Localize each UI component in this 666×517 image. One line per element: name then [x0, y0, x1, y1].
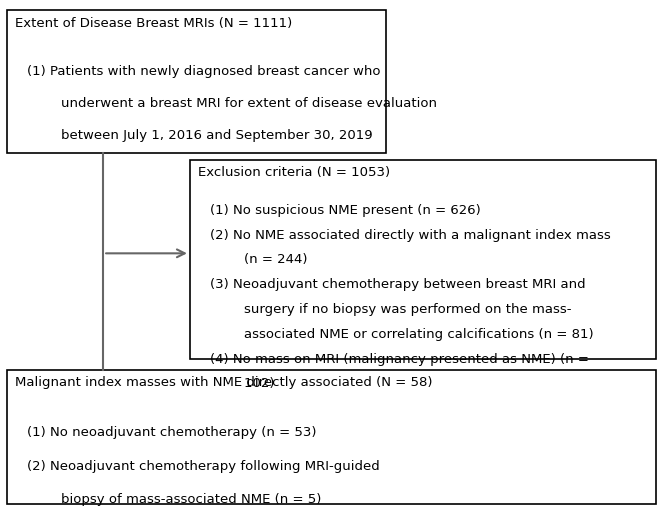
Bar [7, 10, 386, 153]
Text: surgery if no biopsy was performed on the mass-: surgery if no biopsy was performed on th… [210, 303, 571, 316]
Text: Malignant index masses with NME directly associated (N = 58): Malignant index masses with NME directly… [15, 376, 432, 389]
Text: (2) Neoadjuvant chemotherapy following MRI-guided: (2) Neoadjuvant chemotherapy following M… [27, 460, 380, 473]
Text: (2) No NME associated directly with a malignant index mass: (2) No NME associated directly with a ma… [210, 229, 611, 241]
Text: (n = 244): (n = 244) [210, 253, 307, 266]
Text: associated NME or correlating calcifications (n = 81): associated NME or correlating calcificat… [210, 328, 593, 341]
Text: Extent of Disease Breast MRIs (N = 1111): Extent of Disease Breast MRIs (N = 1111) [15, 17, 292, 29]
Text: 102): 102) [210, 377, 274, 390]
Text: (1) Patients with newly diagnosed breast cancer who: (1) Patients with newly diagnosed breast… [27, 65, 380, 78]
Text: between July 1, 2016 and September 30, 2019: between July 1, 2016 and September 30, 2… [27, 129, 372, 142]
Text: (3) Neoadjuvant chemotherapy between breast MRI and: (3) Neoadjuvant chemotherapy between bre… [210, 278, 585, 291]
Bar [7, 370, 656, 504]
Text: (4) No mass on MRI (malignancy presented as NME) (n =: (4) No mass on MRI (malignancy presented… [210, 353, 589, 366]
Text: Exclusion criteria (N = 1053): Exclusion criteria (N = 1053) [198, 166, 390, 179]
Text: biopsy of mass-associated NME (n = 5): biopsy of mass-associated NME (n = 5) [27, 493, 321, 507]
Text: (1) No suspicious NME present (n = 626): (1) No suspicious NME present (n = 626) [210, 204, 481, 217]
Text: (1) No neoadjuvant chemotherapy (n = 53): (1) No neoadjuvant chemotherapy (n = 53) [27, 426, 316, 439]
Bar [190, 160, 656, 359]
Text: underwent a breast MRI for extent of disease evaluation: underwent a breast MRI for extent of dis… [27, 97, 437, 110]
